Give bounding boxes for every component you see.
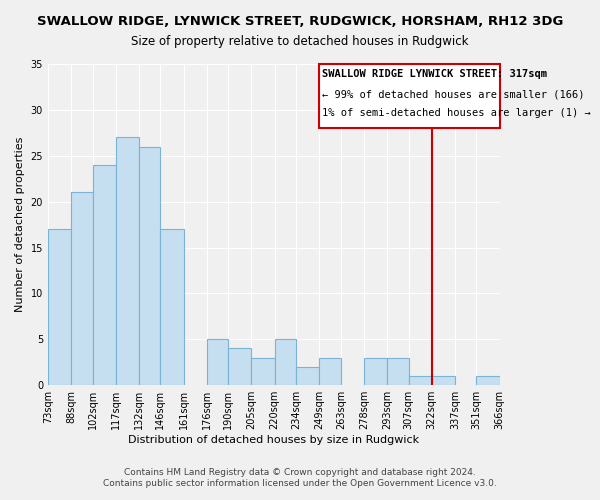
Bar: [251, 358, 275, 385]
Y-axis label: Number of detached properties: Number of detached properties: [15, 137, 25, 312]
FancyBboxPatch shape: [319, 64, 500, 128]
Bar: [116, 138, 139, 385]
Bar: [364, 358, 387, 385]
Bar: [160, 229, 184, 385]
Text: SWALLOW RIDGE LYNWICK STREET: 317sqm: SWALLOW RIDGE LYNWICK STREET: 317sqm: [322, 68, 547, 78]
Bar: [432, 376, 455, 385]
Bar: [139, 146, 160, 385]
Bar: [48, 229, 71, 385]
Bar: [71, 192, 92, 385]
Bar: [387, 358, 409, 385]
Text: Contains HM Land Registry data © Crown copyright and database right 2024.
Contai: Contains HM Land Registry data © Crown c…: [103, 468, 497, 487]
Text: Size of property relative to detached houses in Rudgwick: Size of property relative to detached ho…: [131, 35, 469, 48]
Text: ← 99% of detached houses are smaller (166): ← 99% of detached houses are smaller (16…: [322, 90, 584, 100]
Bar: [275, 340, 296, 385]
Bar: [228, 348, 251, 385]
Text: SWALLOW RIDGE, LYNWICK STREET, RUDGWICK, HORSHAM, RH12 3DG: SWALLOW RIDGE, LYNWICK STREET, RUDGWICK,…: [37, 15, 563, 28]
Bar: [476, 376, 500, 385]
Bar: [319, 358, 341, 385]
X-axis label: Distribution of detached houses by size in Rudgwick: Distribution of detached houses by size …: [128, 435, 419, 445]
Text: 1% of semi-detached houses are larger (1) →: 1% of semi-detached houses are larger (1…: [322, 108, 590, 118]
Bar: [296, 367, 319, 385]
Bar: [206, 340, 228, 385]
Bar: [92, 165, 116, 385]
Bar: [409, 376, 432, 385]
